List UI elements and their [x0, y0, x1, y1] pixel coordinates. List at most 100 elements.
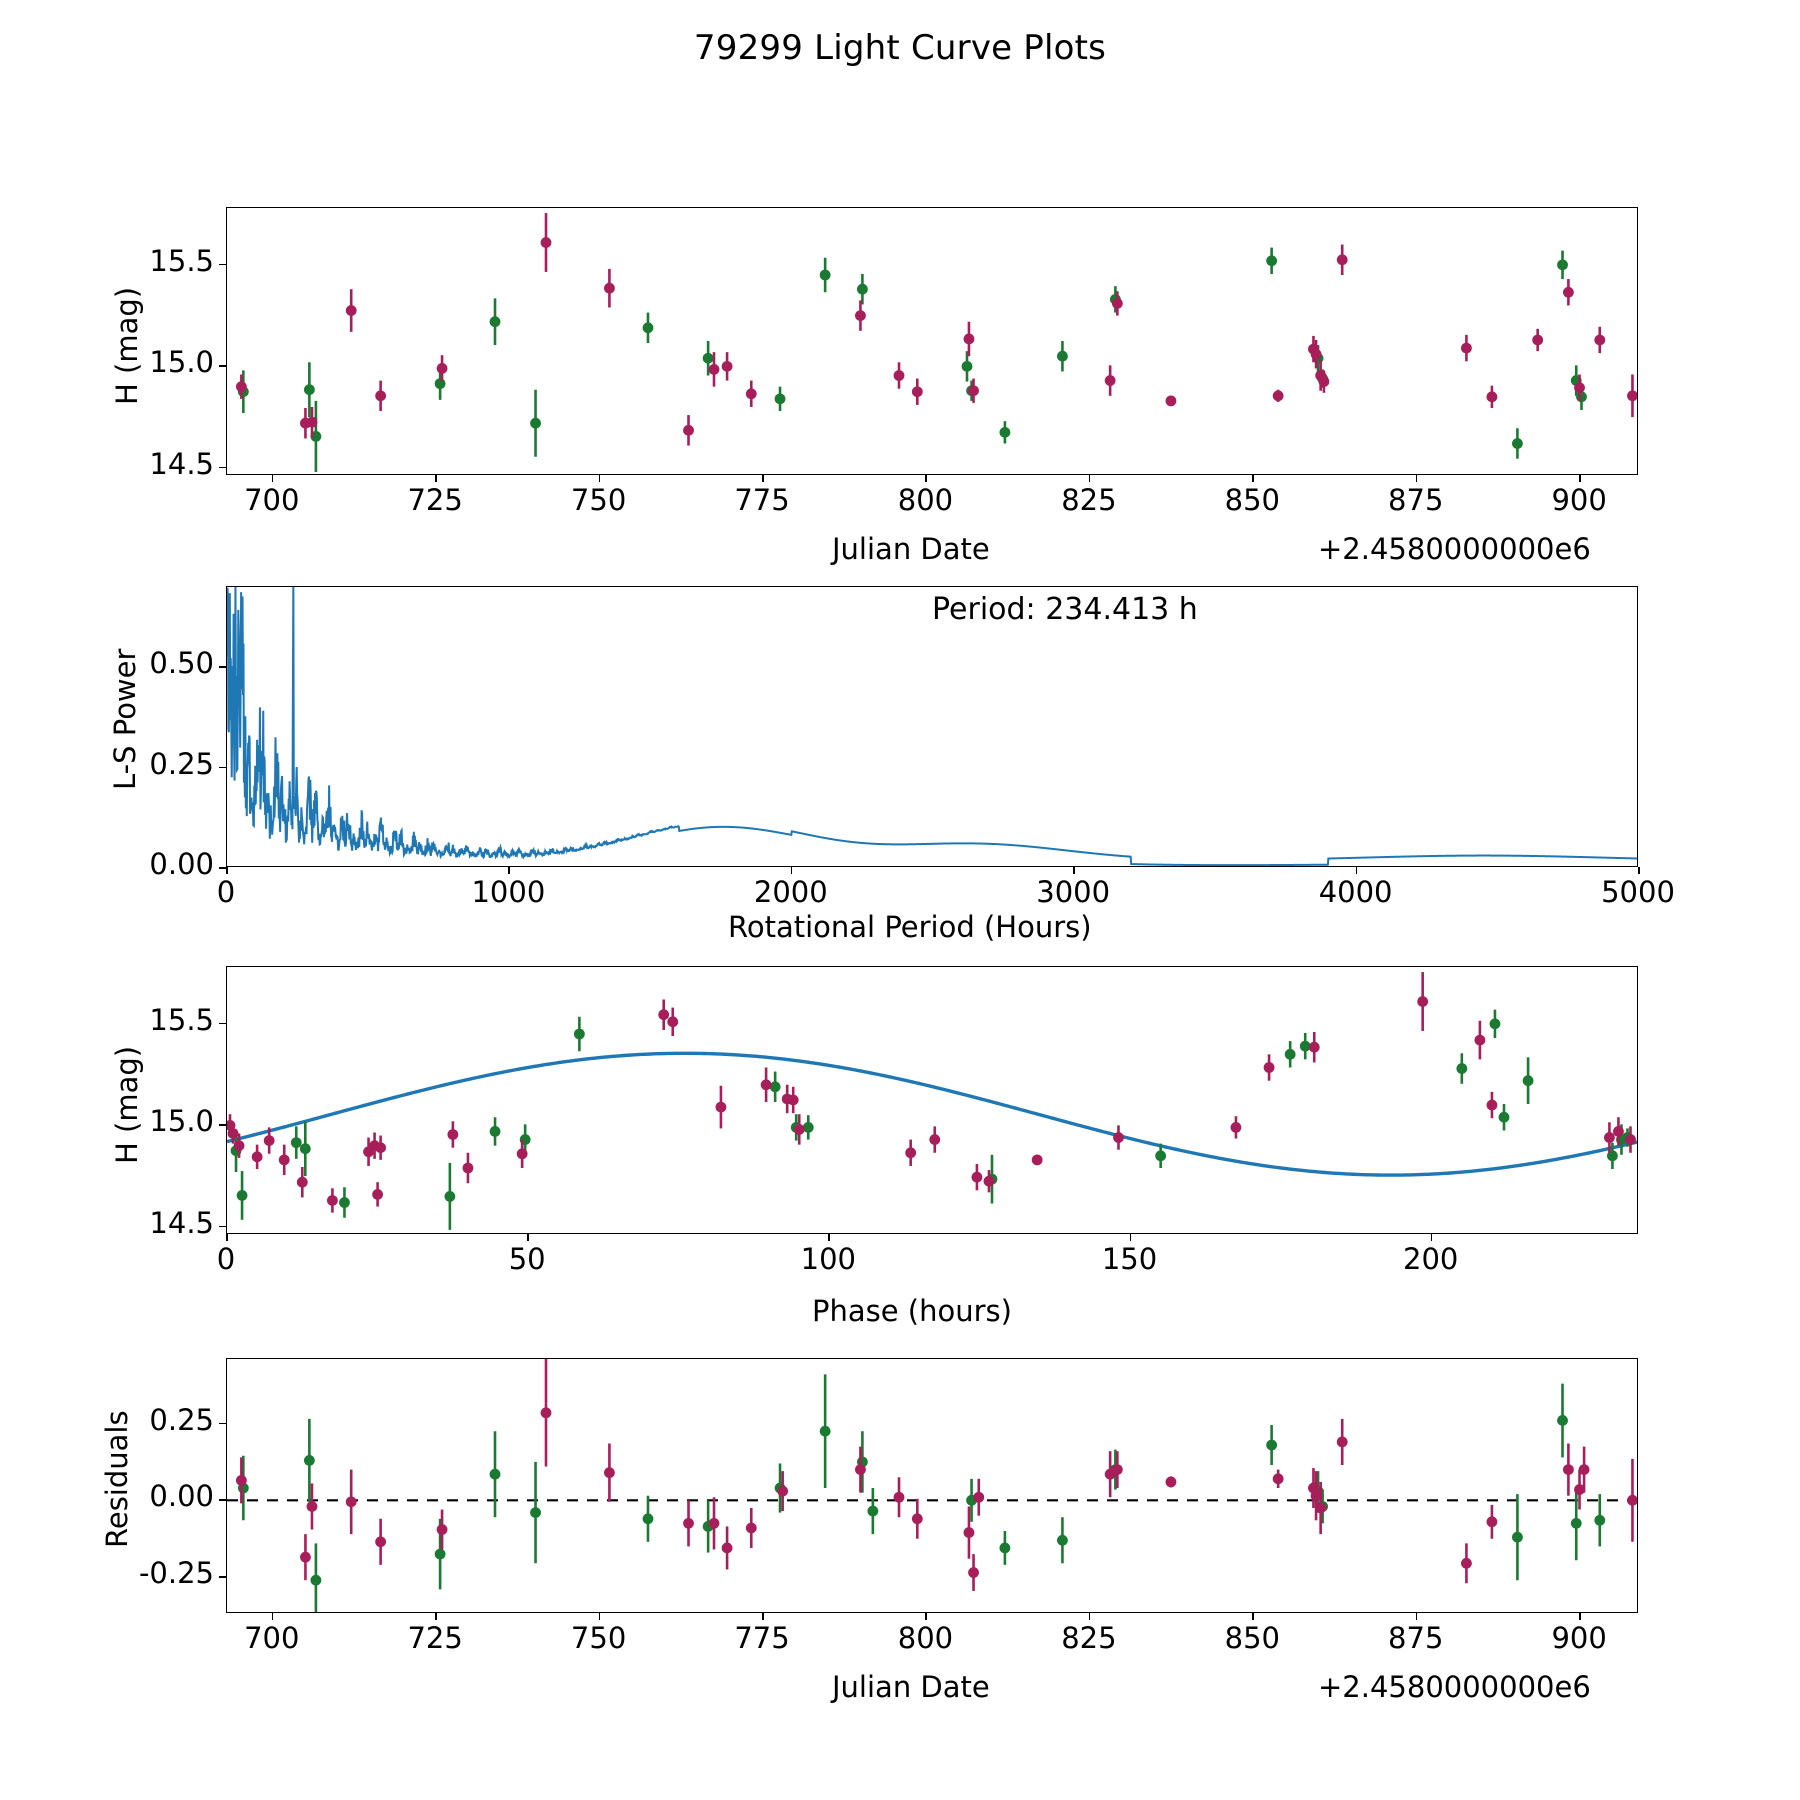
ytick-mark [219, 766, 226, 769]
xtick-mark [1129, 1234, 1132, 1241]
xtick-label: 0 [216, 1242, 236, 1276]
data-point [1310, 348, 1322, 360]
data-point [251, 1151, 263, 1163]
data-point [1563, 286, 1574, 298]
ytick-label: 0.00 [149, 1479, 214, 1514]
data-point [1627, 390, 1637, 402]
phasefold-plot-area [227, 972, 1637, 1230]
xtick-mark [1073, 867, 1075, 874]
data-point [300, 1551, 311, 1563]
xtick-mark [1579, 1613, 1581, 1620]
data-point [999, 1542, 1011, 1554]
xtick-label: 725 [407, 1621, 463, 1655]
xtick-mark [435, 475, 437, 482]
ytick-label: 0.25 [149, 746, 214, 781]
xtick-mark [1430, 1234, 1433, 1241]
data-point [1607, 1150, 1618, 1162]
xtick-label: 900 [1551, 1621, 1607, 1655]
xtick-mark [271, 475, 274, 482]
data-point [489, 1468, 501, 1480]
xtick-label: 850 [1224, 483, 1280, 517]
data-point [721, 360, 733, 372]
data-point [1417, 996, 1429, 1007]
xtick-mark [828, 1234, 830, 1241]
data-point [375, 1536, 387, 1548]
ytick-mark [219, 1576, 226, 1578]
residuals-plot-area [227, 1359, 1637, 1612]
data-point [1489, 1018, 1501, 1030]
data-point [774, 393, 786, 405]
data-point [604, 1467, 615, 1479]
data-point [983, 1175, 995, 1187]
data-point [787, 1094, 799, 1106]
data-point [303, 384, 315, 396]
data-point [1474, 1034, 1486, 1046]
data-point [299, 1143, 311, 1155]
data-point [1576, 391, 1587, 403]
data-point [715, 1101, 727, 1113]
data-point [973, 1491, 985, 1503]
data-point [777, 1485, 789, 1497]
ytick-label: 15.5 [149, 1002, 214, 1037]
data-point [1574, 382, 1585, 394]
phasefold-axes [226, 966, 1638, 1234]
data-point [721, 1542, 733, 1554]
figure-title: 79299 Light Curve Plots [693, 28, 1107, 68]
xtick-label: 900 [1551, 483, 1607, 517]
data-point [683, 1517, 694, 1529]
xtick-mark [226, 1234, 228, 1241]
ytick-mark [219, 1499, 226, 1501]
xtick-label: 2000 [753, 875, 828, 909]
xtick-label: 200 [1403, 1242, 1459, 1276]
data-point [1031, 1154, 1043, 1166]
data-point [1627, 1494, 1637, 1506]
data-point [436, 1524, 448, 1535]
ytick-label: 0.25 [149, 1402, 214, 1437]
data-point [1057, 350, 1068, 362]
data-point [540, 237, 552, 248]
data-point [929, 1134, 941, 1145]
data-point [1266, 255, 1278, 267]
data-point [1563, 1464, 1574, 1476]
xtick-label: 50 [508, 1242, 546, 1276]
data-point [1308, 1041, 1320, 1053]
data-point [769, 1081, 781, 1093]
data-point [296, 1176, 308, 1188]
xtick-mark [1355, 867, 1358, 874]
data-point [1498, 1111, 1510, 1123]
data-point [745, 388, 757, 400]
xtick-label: 875 [1388, 483, 1444, 517]
xtick-mark [1638, 867, 1640, 874]
xtick-label: 775 [734, 1621, 790, 1655]
xtick-label: 750 [570, 483, 627, 517]
panel-phasefold [226, 966, 1638, 1234]
ytick-mark [219, 1225, 226, 1228]
ytick-mark [219, 666, 226, 668]
data-point [1165, 1476, 1177, 1488]
residuals-axes [226, 1358, 1638, 1613]
data-point [793, 1124, 805, 1135]
xtick-label: 700 [244, 1621, 300, 1655]
xtick-mark [271, 1613, 274, 1620]
data-point [1613, 1126, 1624, 1137]
data-point [310, 1574, 322, 1586]
data-point [893, 1491, 905, 1503]
data-point [489, 1126, 501, 1137]
data-point [1532, 334, 1544, 346]
period-annotation: Period: 234.413 h [932, 592, 1198, 627]
data-point [802, 1121, 814, 1133]
xtick-mark [1579, 475, 1581, 482]
data-point [971, 1171, 983, 1183]
data-point [235, 381, 247, 393]
data-point [290, 1137, 302, 1149]
data-point [1111, 298, 1123, 309]
ytick-mark [219, 1422, 226, 1425]
data-point [961, 360, 973, 372]
data-point [345, 1496, 357, 1508]
data-point [1461, 1557, 1472, 1569]
data-point [867, 1505, 879, 1517]
data-point [1570, 1517, 1582, 1529]
xtick-label: 700 [244, 483, 300, 517]
data-point [857, 283, 868, 295]
data-point [855, 1464, 866, 1476]
